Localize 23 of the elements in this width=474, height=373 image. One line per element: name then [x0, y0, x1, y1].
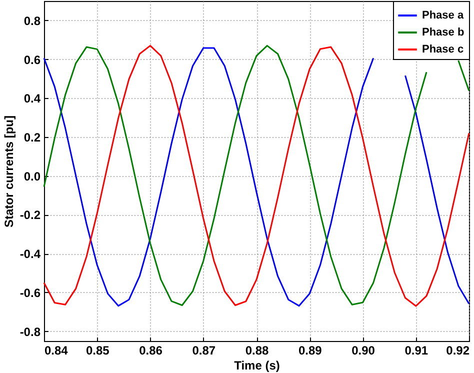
x-tick-label: 0.85 [86, 344, 110, 358]
legend-label: Phase c [422, 44, 464, 56]
y-axis-title: Stator currents [pu] [2, 115, 16, 228]
x-tick-label: 0.88 [245, 344, 269, 358]
y-tick-label: -0.4 [20, 247, 41, 262]
x-tick-label: 0.92 [446, 344, 470, 358]
x-tick-label: 0.87 [192, 344, 216, 358]
y-tick-label: 0.8 [24, 14, 41, 28]
legend-label: Phase a [422, 10, 464, 22]
y-tick-label: -0.6 [20, 286, 41, 300]
legend-label: Phase b [422, 26, 464, 38]
y-tick-label: 0.4 [24, 92, 41, 106]
y-tick-label: 0.2 [24, 130, 41, 144]
y-tick-label: -0.2 [20, 208, 41, 222]
x-tick-label: 0.84 [44, 344, 68, 358]
x-tick-label: 0.90 [352, 344, 376, 358]
y-tick-label: 0.6 [24, 52, 41, 67]
x-tick-label: 0.91 [404, 344, 428, 358]
y-tick-label: 0.0 [24, 169, 41, 184]
x-tick-label: 0.89 [298, 344, 322, 358]
y-tick-label: -0.8 [20, 324, 41, 339]
x-tick-label: 0.86 [139, 344, 163, 358]
x-axis-title: Time (s) [234, 358, 280, 372]
